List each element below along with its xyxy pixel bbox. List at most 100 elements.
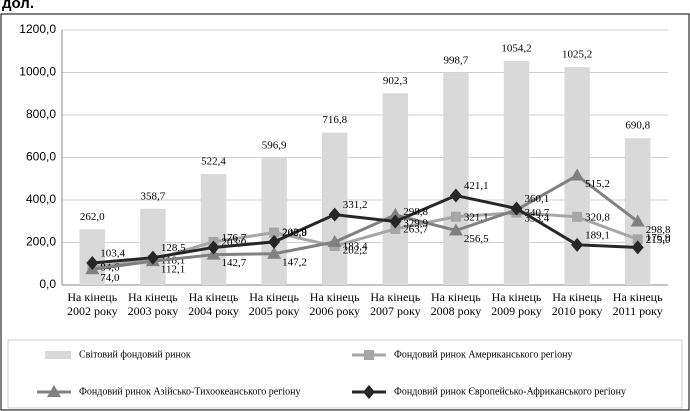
marker bbox=[267, 246, 282, 259]
legend-marker bbox=[364, 350, 374, 360]
data-label: 902,3 bbox=[383, 75, 408, 87]
x-tick-label: 2005 року bbox=[249, 304, 300, 318]
x-tick-label: На кінець bbox=[613, 290, 663, 304]
marker bbox=[146, 250, 159, 265]
y-tick-label: 600,0 bbox=[26, 150, 56, 164]
legend-box bbox=[7, 339, 683, 409]
y-tick-label: 0,0 bbox=[39, 277, 56, 291]
x-tick-label: На кінець bbox=[552, 290, 602, 304]
marker bbox=[448, 223, 463, 236]
x-tick-label: 2006 року bbox=[309, 304, 360, 318]
line bbox=[92, 193, 638, 265]
marker bbox=[328, 207, 341, 222]
x-tick-label: 2008 року bbox=[431, 304, 482, 318]
x-tick-label: 2007 року bbox=[370, 304, 421, 318]
data-label: 189,1 bbox=[585, 229, 610, 241]
data-label: 74,0 bbox=[100, 272, 120, 284]
x-tick-label: 2011 року bbox=[613, 304, 663, 318]
data-label: 1054,2 bbox=[501, 43, 531, 55]
data-label: 128,5 bbox=[161, 242, 186, 254]
bar bbox=[382, 93, 409, 285]
marker bbox=[570, 168, 585, 181]
x-tick-label: На кінець bbox=[128, 290, 178, 304]
data-label: 176,9 bbox=[646, 232, 671, 244]
marker bbox=[630, 214, 645, 227]
bar bbox=[261, 158, 287, 285]
data-label: 263,7 bbox=[403, 223, 428, 235]
x-tick-label: 2004 року bbox=[188, 304, 239, 318]
legend-label: Фондовий ринок Азійсько-Тихоокеанського … bbox=[79, 386, 300, 397]
x-tick-label: На кінець bbox=[431, 290, 481, 304]
data-label: 202,2 bbox=[343, 245, 368, 257]
bar bbox=[200, 173, 227, 285]
chart-frame bbox=[0, 13, 690, 411]
y-tick-label: 800,0 bbox=[26, 107, 56, 121]
data-label: 215,0 bbox=[646, 234, 671, 246]
marker bbox=[632, 234, 643, 245]
chart-title: дол. bbox=[2, 0, 34, 12]
data-label: 716,8 bbox=[322, 114, 347, 126]
marker bbox=[207, 240, 220, 255]
data-label: 112,1 bbox=[161, 264, 185, 276]
x-tick-label: На кінець bbox=[67, 290, 117, 304]
data-label: 103,4 bbox=[100, 248, 125, 260]
data-label: 522,4 bbox=[201, 156, 226, 168]
marker bbox=[327, 235, 342, 248]
data-label: 262,0 bbox=[80, 211, 105, 223]
x-tick-label: На кінець bbox=[189, 290, 239, 304]
data-label: 331,2 bbox=[343, 199, 368, 211]
bar bbox=[624, 138, 651, 285]
y-tick-label: 200,0 bbox=[26, 235, 56, 249]
marker bbox=[631, 240, 644, 255]
y-tick-label: 400,0 bbox=[26, 192, 56, 206]
marker bbox=[390, 223, 401, 234]
x-tick-label: На кінець bbox=[249, 290, 299, 304]
data-label: 1025,2 bbox=[562, 49, 592, 61]
data-label: 298,8 bbox=[646, 224, 671, 236]
x-tick-label: На кінець bbox=[310, 290, 360, 304]
marker bbox=[572, 211, 583, 222]
data-label: 329,9 bbox=[403, 217, 428, 229]
data-label: 256,5 bbox=[464, 233, 489, 245]
marker bbox=[449, 188, 462, 203]
bar bbox=[140, 208, 166, 285]
data-label: 998,7 bbox=[444, 54, 469, 66]
data-label: 358,7 bbox=[141, 190, 166, 202]
line bbox=[92, 211, 639, 269]
data-label: 176,7 bbox=[222, 232, 247, 244]
legend-label: Фондовий ринок Європейсько-Африканського… bbox=[394, 386, 626, 397]
legend-label: Світовий фондовий ринок bbox=[79, 349, 191, 360]
marker bbox=[268, 234, 281, 249]
x-tick-label: 2010 року bbox=[552, 304, 603, 318]
data-label: 147,2 bbox=[282, 256, 307, 268]
data-label: 320,8 bbox=[585, 211, 610, 223]
data-label: 183,4 bbox=[343, 241, 368, 253]
x-tick-label: 2003 року bbox=[128, 304, 179, 318]
x-tick-label: На кінець bbox=[492, 290, 542, 304]
data-label: 596,9 bbox=[262, 140, 287, 152]
x-tick-label: На кінець bbox=[370, 290, 420, 304]
y-tick-label: 1000,0 bbox=[19, 65, 56, 79]
data-label: 202,9 bbox=[282, 226, 307, 238]
marker bbox=[389, 214, 402, 229]
data-label: 515,2 bbox=[585, 178, 610, 190]
data-label: 421,1 bbox=[464, 180, 489, 192]
bar bbox=[503, 60, 530, 285]
marker bbox=[571, 237, 584, 252]
legend-label: Фондовий ринок Американського регіону bbox=[394, 349, 573, 360]
legend-swatch bbox=[45, 351, 71, 359]
y-tick-label: 1200,0 bbox=[19, 22, 56, 36]
x-tick-label: 2002 року bbox=[67, 304, 118, 318]
data-label: 360,1 bbox=[525, 193, 550, 205]
marker bbox=[388, 207, 403, 220]
x-tick-label: 2009 року bbox=[491, 304, 542, 318]
line bbox=[92, 173, 639, 271]
bar bbox=[443, 72, 469, 286]
marker bbox=[510, 201, 523, 216]
legend-marker bbox=[47, 385, 61, 397]
legend-marker bbox=[363, 385, 375, 399]
marker bbox=[269, 227, 280, 238]
data-label: 298,8 bbox=[403, 206, 428, 218]
data-label: 690,8 bbox=[625, 120, 650, 132]
